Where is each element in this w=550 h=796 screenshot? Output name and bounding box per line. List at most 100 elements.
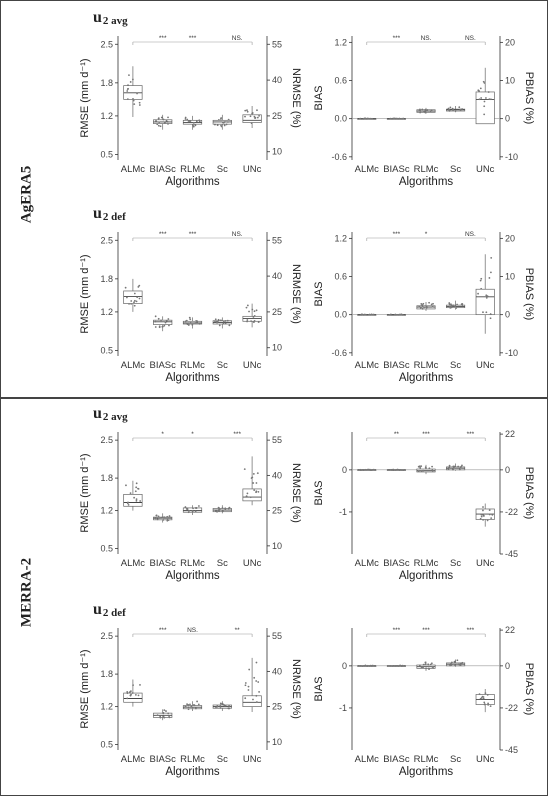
data-point — [371, 117, 373, 120]
data-point — [222, 322, 225, 325]
data-point — [134, 490, 137, 493]
y-axis-label: BIAS — [313, 676, 325, 701]
data-point — [419, 467, 422, 469]
data-point — [129, 691, 131, 693]
data-point — [125, 296, 128, 299]
data-point — [485, 294, 488, 297]
data-point — [154, 320, 157, 323]
box-sc — [212, 701, 232, 711]
data-point — [135, 486, 138, 489]
x-tick-label: BIASc — [149, 164, 176, 175]
data-point — [401, 664, 404, 667]
data-point — [452, 467, 455, 469]
data-point — [194, 321, 197, 324]
data-point — [165, 710, 167, 712]
data-point — [486, 693, 489, 696]
x-tick-label: BIASc — [149, 360, 176, 371]
data-point — [130, 693, 132, 696]
y-axis-label: BIAS — [313, 281, 325, 306]
data-point — [364, 468, 367, 471]
x-tick-label: UNc — [243, 754, 262, 765]
x-tick-label: UNc — [476, 164, 495, 175]
data-point — [228, 705, 230, 707]
data-point — [184, 506, 187, 508]
data-point — [447, 107, 450, 110]
data-point — [485, 97, 487, 99]
subsection-label-def: u2 def — [93, 601, 126, 619]
data-point — [154, 315, 157, 318]
data-point — [255, 661, 258, 664]
box-biasc — [386, 117, 406, 120]
y-tick-label: 0.6 — [334, 272, 347, 282]
data-point — [196, 700, 198, 703]
data-point — [425, 306, 428, 309]
data-point — [134, 694, 137, 696]
significance-label: *** — [422, 627, 430, 634]
data-point — [430, 109, 433, 112]
y2-axis-label: NRMSE (%) — [290, 463, 302, 523]
y-tick-label: 1.2 — [334, 37, 347, 47]
data-point — [489, 705, 492, 708]
data-point — [198, 120, 201, 123]
y-tick-label: -1 — [339, 507, 347, 517]
data-point — [359, 469, 362, 471]
data-point — [360, 313, 363, 316]
box-unc — [242, 303, 262, 328]
data-point — [483, 701, 486, 704]
data-point — [419, 306, 422, 309]
data-point — [187, 706, 190, 709]
data-point — [167, 318, 170, 320]
box-rlmc — [416, 107, 436, 114]
data-point — [490, 271, 492, 274]
data-point — [198, 505, 200, 507]
data-point — [450, 663, 453, 666]
significance-label: *** — [189, 35, 197, 42]
x-tick-label: Sc — [217, 754, 228, 765]
data-point — [162, 715, 165, 718]
box-unc — [242, 456, 262, 506]
data-point — [478, 90, 480, 92]
data-point — [487, 703, 490, 706]
significance-label: NS. — [232, 231, 243, 238]
y2-tick-label: 10 — [272, 147, 282, 157]
data-point — [131, 78, 134, 81]
x-tick-label: RLMc — [180, 164, 205, 175]
data-point — [126, 98, 129, 101]
data-point — [163, 516, 166, 519]
data-point — [220, 125, 223, 128]
data-point — [393, 117, 395, 120]
data-point — [420, 302, 423, 305]
data-point — [159, 125, 162, 128]
box-unc — [475, 67, 495, 125]
data-point — [248, 310, 250, 313]
significance-label: * — [191, 431, 194, 438]
data-point — [367, 117, 370, 120]
data-point — [161, 325, 164, 328]
data-point — [480, 97, 483, 99]
data-point — [402, 469, 405, 471]
data-point — [192, 507, 194, 510]
data-point — [421, 305, 424, 308]
y2-tick-label: 25 — [272, 307, 282, 317]
data-point — [452, 465, 455, 468]
data-point — [398, 469, 401, 471]
significance-label: *** — [393, 627, 401, 634]
data-point — [449, 664, 451, 667]
data-point — [452, 304, 455, 307]
data-point — [490, 256, 493, 259]
y2-tick-label: 55 — [272, 235, 282, 245]
data-point — [156, 123, 159, 126]
data-point — [389, 665, 392, 667]
y-axis-label: RMSE (mm d⁻¹) — [79, 58, 91, 137]
data-point — [159, 715, 162, 718]
data-point — [258, 114, 260, 117]
data-point — [191, 509, 194, 512]
data-point — [448, 466, 451, 469]
data-point — [163, 121, 166, 124]
box-biasc — [153, 315, 173, 332]
data-point — [246, 109, 248, 112]
data-point — [138, 284, 141, 287]
data-point — [366, 468, 369, 471]
data-point — [252, 698, 254, 701]
data-point — [162, 712, 164, 714]
